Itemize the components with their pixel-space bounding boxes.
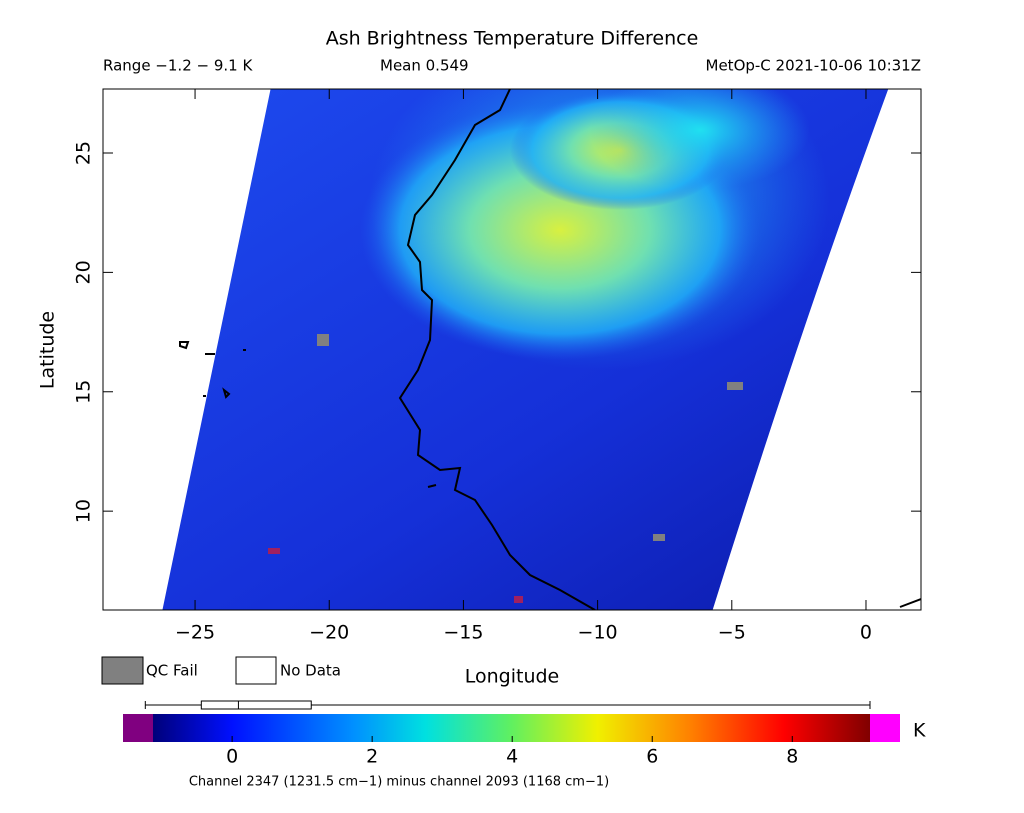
no-data-label: No Data bbox=[280, 662, 341, 680]
mean: Mean 0.549 bbox=[380, 57, 469, 75]
map-frame bbox=[102, 88, 922, 611]
range: Range −1.2 − 9.1 K bbox=[103, 57, 253, 75]
y-tick-label: 20 bbox=[73, 260, 95, 284]
colorbar-tick-label: 2 bbox=[366, 746, 378, 768]
colorbar-caption: Channel 2347 (1231.5 cm−1) minus channel… bbox=[189, 775, 609, 790]
x-axis-label: Longitude bbox=[465, 666, 560, 688]
x-tick-label: −10 bbox=[578, 622, 618, 644]
x-tick-label: 0 bbox=[860, 622, 872, 644]
x-tick-label: −20 bbox=[309, 622, 349, 644]
title: Ash Brightness Temperature Difference bbox=[326, 28, 699, 50]
colorbar-tick-label: 8 bbox=[786, 746, 798, 768]
above-range-swatch bbox=[870, 714, 900, 742]
qc-fail-swatch bbox=[101, 656, 144, 685]
colorbar-tick-label: 6 bbox=[646, 746, 658, 768]
colorbar-tick-label: 4 bbox=[506, 746, 518, 768]
x-tick-label: −15 bbox=[443, 622, 483, 644]
x-tick-label: −25 bbox=[175, 622, 215, 644]
boxplot-box bbox=[200, 700, 312, 710]
map-image bbox=[162, 89, 921, 610]
no-data-swatch bbox=[235, 656, 277, 685]
y-tick-label: 25 bbox=[73, 141, 95, 165]
colorbar-tick-label: 0 bbox=[226, 746, 238, 768]
y-tick-label: 10 bbox=[73, 499, 95, 523]
y-tick-label: 15 bbox=[73, 380, 95, 404]
colorbar bbox=[153, 714, 870, 742]
below-range-swatch bbox=[123, 714, 153, 742]
y-axis-label: Latitude bbox=[37, 311, 59, 389]
qc-fail-label: QC Fail bbox=[146, 662, 198, 680]
source: MetOp-C 2021-10-06 10:31Z bbox=[706, 57, 921, 75]
colorbar-unit: K bbox=[913, 720, 926, 742]
x-tick-label: −5 bbox=[718, 622, 746, 644]
